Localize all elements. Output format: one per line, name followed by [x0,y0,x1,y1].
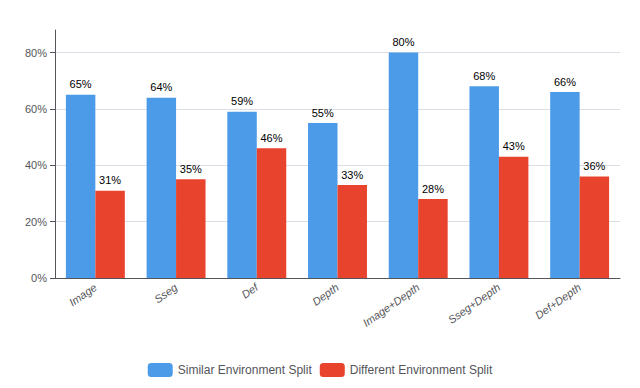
svg-text:Sseg+Depth: Sseg+Depth [446,281,503,326]
svg-text:Image+Depth: Image+Depth [360,281,421,329]
svg-text:66%: 66% [554,76,576,88]
svg-text:33%: 33% [341,169,363,181]
svg-text:Image: Image [67,281,99,308]
svg-text:65%: 65% [70,78,92,90]
svg-text:40%: 40% [25,159,47,171]
svg-text:Depth: Depth [310,281,341,308]
svg-text:64%: 64% [150,81,172,93]
svg-text:55%: 55% [312,107,334,119]
svg-text:59%: 59% [231,95,253,107]
svg-text:68%: 68% [473,70,495,82]
svg-text:Different Environment Split: Different Environment Split [350,363,493,377]
svg-text:35%: 35% [180,163,202,175]
svg-text:Def+Depth: Def+Depth [533,281,583,321]
svg-text:60%: 60% [25,103,47,115]
svg-text:Def: Def [239,281,261,301]
svg-text:28%: 28% [422,183,444,195]
svg-text:46%: 46% [261,132,283,144]
svg-text:20%: 20% [25,216,47,228]
svg-text:31%: 31% [99,174,121,186]
svg-text:43%: 43% [503,140,525,152]
svg-text:36%: 36% [583,160,605,172]
svg-text:80%: 80% [392,36,414,48]
svg-text:Similar Environment Split: Similar Environment Split [178,363,313,377]
svg-text:0%: 0% [31,272,47,284]
svg-text:80%: 80% [25,47,47,59]
svg-text:Sseg: Sseg [152,281,180,306]
